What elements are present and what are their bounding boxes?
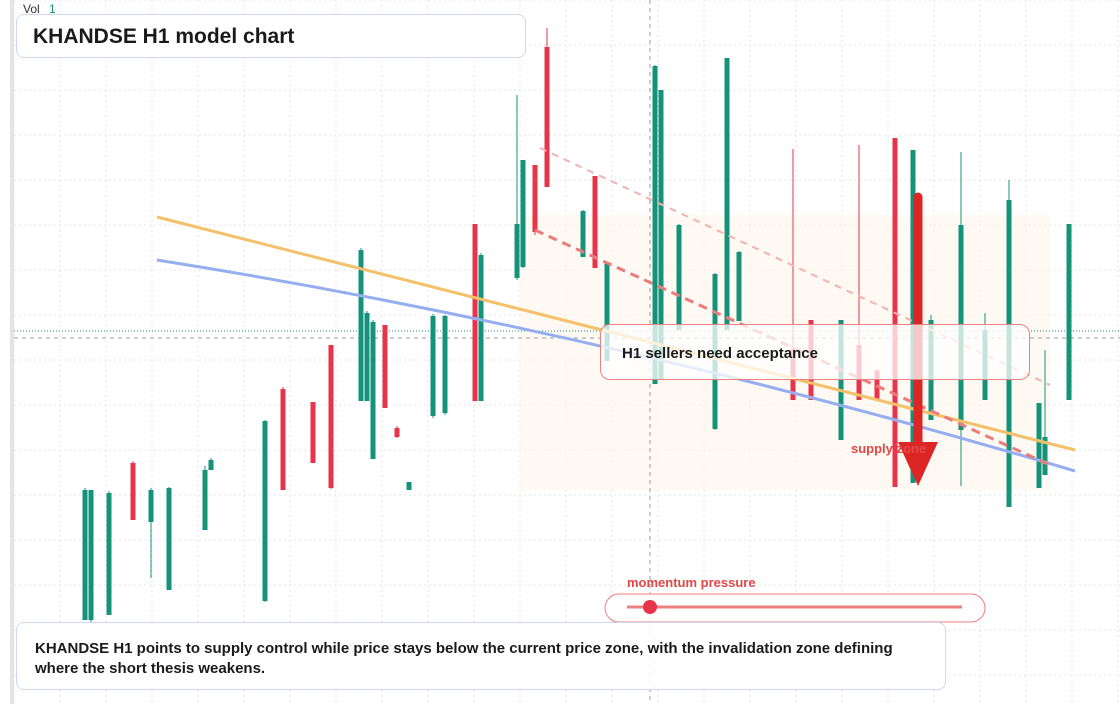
callout: H1 sellers need acceptance <box>622 345 818 362</box>
candle-body <box>724 58 730 330</box>
candle-body <box>208 460 214 470</box>
candle-body <box>472 224 478 401</box>
vol-label: Vol <box>23 2 40 16</box>
candle-body <box>130 463 136 520</box>
candle-body <box>1042 437 1048 475</box>
candle-body <box>838 320 844 440</box>
candle-body <box>370 322 376 459</box>
candle-body <box>442 316 448 413</box>
candle-body <box>202 470 208 530</box>
candle-body <box>592 176 598 268</box>
candle-body <box>262 421 268 601</box>
candle-body <box>364 313 370 401</box>
left-edge <box>10 0 14 704</box>
candle-body <box>106 493 112 615</box>
candle-body <box>604 263 610 361</box>
candle-body <box>1066 224 1072 400</box>
candle-body <box>478 255 484 401</box>
candle-body <box>394 428 400 437</box>
candle-body <box>382 325 388 408</box>
candle-body <box>310 402 316 463</box>
candle-body <box>658 90 664 380</box>
candle-body <box>652 66 658 384</box>
callout-box: H1 sellers need acceptance <box>600 324 1030 380</box>
candle-body <box>358 250 364 401</box>
trend-red <box>534 228 1051 467</box>
candle-body <box>328 345 334 488</box>
momentum-label: momentum pressure <box>627 575 756 590</box>
candle-body <box>514 224 520 278</box>
candle-body <box>544 47 550 187</box>
momentum-dot <box>643 600 657 614</box>
candle-body <box>910 150 916 483</box>
candle-body <box>580 211 586 257</box>
candle-body <box>676 225 682 330</box>
candle-body <box>280 389 286 490</box>
arrow-head <box>898 442 938 486</box>
candle-body <box>166 488 172 590</box>
candle-body <box>532 165 538 232</box>
title: KHANDSE H1 model chart <box>33 25 295 48</box>
candle-body <box>736 252 742 321</box>
note: KHANDSE H1 points to supply control whil… <box>35 640 893 677</box>
candle-body <box>148 490 154 522</box>
vol-value: 1 <box>49 2 56 16</box>
zone-label: supply zone <box>851 441 926 456</box>
title-box: KHANDSE H1 model chart <box>16 14 526 58</box>
note-box: KHANDSE H1 points to supply control whil… <box>16 622 946 690</box>
candle-body <box>520 160 526 267</box>
candle-body <box>88 490 94 620</box>
candle-body <box>1036 403 1042 488</box>
candle-body <box>82 490 88 620</box>
candle-body <box>406 482 412 490</box>
candle-body <box>430 316 436 416</box>
